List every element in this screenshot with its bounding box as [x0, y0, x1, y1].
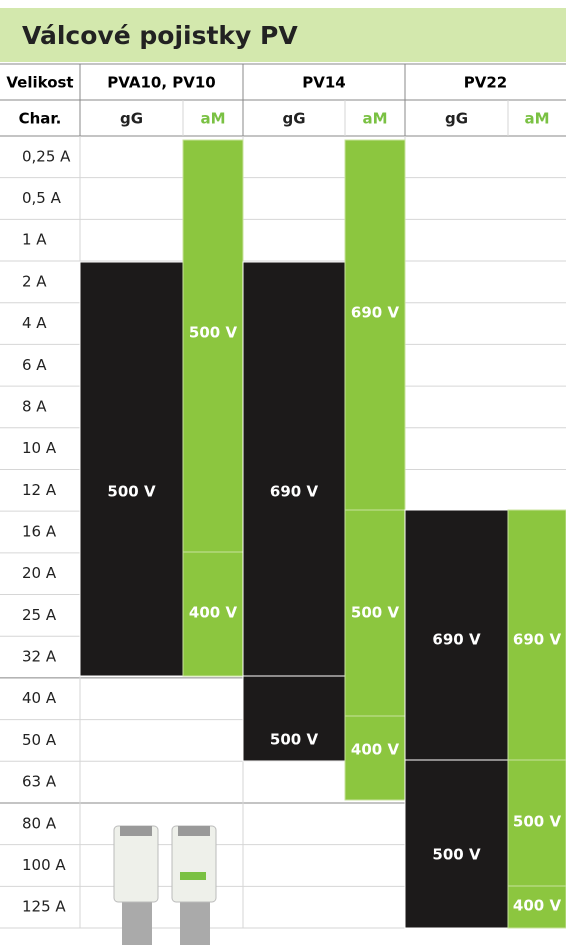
title-bar: [0, 8, 566, 62]
voltage-label: 400 V: [189, 604, 238, 622]
header-char: gG: [445, 110, 468, 128]
size-label: 12 A: [22, 481, 57, 499]
voltage-label: 690 V: [270, 483, 319, 501]
voltage-label: 500 V: [432, 846, 481, 864]
voltage-block: [182, 551, 244, 677]
voltage-label: 690 V: [513, 631, 562, 649]
voltage-label: 500 V: [513, 813, 562, 831]
fuse-picture: [113, 825, 217, 945]
voltage-label: 500 V: [351, 604, 400, 622]
header-char: aM: [200, 110, 225, 128]
size-label: 4 A: [22, 314, 47, 332]
size-label: 0,25 A: [22, 147, 71, 165]
voltage-block: [344, 139, 406, 511]
voltage-label: 400 V: [351, 741, 400, 759]
voltage-label: 690 V: [351, 304, 400, 322]
size-label: 10 A: [22, 439, 57, 457]
voltage-block: [507, 509, 566, 761]
size-label: 50 A: [22, 731, 57, 749]
header-cell: Velikost: [6, 74, 73, 92]
size-label: 16 A: [22, 523, 57, 541]
size-label: 0,5 A: [22, 189, 62, 207]
size-label: 100 A: [22, 856, 66, 874]
header-char: aM: [362, 110, 387, 128]
header-group: PV14: [302, 74, 345, 92]
size-label: 20 A: [22, 564, 57, 582]
voltage-block: [182, 139, 244, 553]
header-char: aM: [524, 110, 549, 128]
size-label: 6 A: [22, 356, 47, 374]
voltage-label: 500 V: [189, 324, 238, 342]
voltage-block: [79, 261, 184, 677]
size-label: 80 A: [22, 814, 57, 832]
size-label: 1 A: [22, 231, 47, 249]
voltage-block: [404, 759, 509, 929]
voltage-block: [344, 509, 406, 717]
voltage-label: 400 V: [513, 897, 562, 915]
header-group: PV22: [464, 74, 507, 92]
voltage-label: 690 V: [432, 631, 481, 649]
size-label: 25 A: [22, 606, 57, 624]
header-char: gG: [282, 110, 305, 128]
title: Válcové pojistky PV: [22, 21, 298, 50]
header-cell: Char.: [19, 110, 62, 128]
voltage-block: [507, 759, 566, 887]
voltage-block: [404, 509, 509, 761]
size-label: 63 A: [22, 773, 57, 791]
size-label: 40 A: [22, 689, 57, 707]
voltage-block: [344, 715, 406, 801]
voltage-block: [242, 261, 346, 677]
size-label: 125 A: [22, 898, 66, 916]
table-body: Velikost Char. PVA10, PV10 PV14 PV22 gG aM gG aM…: [0, 63, 566, 929]
size-label: 8 A: [22, 397, 47, 415]
voltage-block: [507, 885, 566, 929]
size-label: 2 A: [22, 272, 47, 290]
header-group: PVA10, PV10: [107, 74, 215, 92]
voltage-label: 500 V: [270, 731, 319, 749]
size-label: 32 A: [22, 648, 57, 666]
voltage-label: 500 V: [107, 483, 156, 501]
header-char: gG: [120, 110, 143, 128]
